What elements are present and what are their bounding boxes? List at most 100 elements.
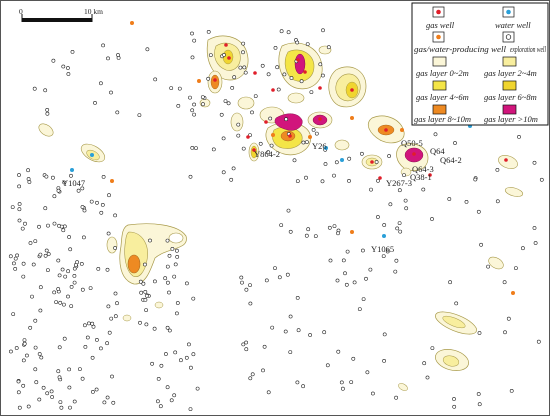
exploration-well-marker bbox=[184, 355, 189, 360]
gas-layer-contours bbox=[38, 35, 524, 391]
exploration-well-marker bbox=[347, 178, 351, 183]
exploration-well-marker bbox=[178, 358, 183, 363]
exploration-well-marker bbox=[266, 150, 271, 155]
legend-gas-4-6-label: gas layer 4~6m bbox=[416, 92, 469, 102]
exploration-well-marker bbox=[46, 223, 50, 228]
exploration-well-marker bbox=[58, 400, 63, 405]
exploration-well-marker bbox=[365, 370, 370, 375]
exploration-well-marker bbox=[8, 349, 13, 354]
legend-gas-2-4-label: gas layer 2~4m bbox=[484, 68, 537, 78]
exploration-well-marker bbox=[165, 385, 170, 390]
exploration-well-marker bbox=[248, 301, 253, 306]
exploration-well-marker bbox=[43, 88, 48, 93]
exploration-well-marker bbox=[295, 295, 300, 300]
exploration-well-marker bbox=[33, 239, 38, 244]
legend-gas-8-10-label: gas layer 8~10m bbox=[414, 114, 471, 124]
exploration-well-marker bbox=[284, 117, 289, 122]
exploration-well-marker bbox=[347, 156, 352, 161]
exploration-well-marker bbox=[190, 145, 195, 150]
legend-gas-gt10-swatch bbox=[502, 104, 517, 115]
exploration-well-marker bbox=[322, 330, 327, 335]
legend: gas well water well gas/water-producing … bbox=[411, 2, 549, 126]
exploration-well-marker bbox=[75, 260, 80, 265]
exploration-well-marker bbox=[304, 175, 308, 180]
legend-gas-0-2-swatch bbox=[432, 56, 447, 67]
exploration-well-marker bbox=[10, 205, 15, 210]
scale-bar: 0 10 km bbox=[19, 7, 103, 22]
exploration-well-marker bbox=[370, 391, 375, 396]
exploration-well-marker bbox=[241, 146, 246, 151]
exploration-well-marker bbox=[447, 197, 452, 201]
exploration-well-marker bbox=[26, 177, 31, 181]
exploration-well-marker bbox=[403, 198, 408, 203]
exploration-well-marker bbox=[163, 276, 168, 281]
exploration-well-marker bbox=[20, 226, 25, 231]
exploration-well-marker bbox=[43, 253, 48, 258]
exploration-well-marker bbox=[283, 329, 288, 334]
exploration-well-marker bbox=[56, 369, 61, 374]
exploration-well-marker bbox=[286, 208, 291, 213]
exploration-well-marker bbox=[88, 286, 93, 291]
exploration-well-marker bbox=[80, 376, 85, 381]
exploration-well-marker bbox=[336, 349, 341, 354]
exploration-well-marker bbox=[226, 101, 231, 106]
exploration-well-marker bbox=[242, 65, 247, 70]
exploration-well-marker bbox=[188, 365, 193, 370]
exploration-well-marker bbox=[402, 173, 406, 178]
exploration-well-marker bbox=[72, 280, 77, 285]
exploration-well-marker bbox=[175, 301, 180, 305]
exploration-well-marker bbox=[433, 132, 438, 137]
exploration-well-marker bbox=[37, 224, 41, 229]
well-label-y267-3: Y267-3 bbox=[386, 178, 412, 188]
exploration-well-marker bbox=[506, 316, 511, 321]
exploration-well-marker bbox=[248, 376, 253, 381]
exploration-well-marker bbox=[57, 375, 62, 380]
exploration-well-marker bbox=[66, 269, 71, 274]
exploration-well-marker bbox=[219, 112, 224, 117]
scale-start-label: 0 bbox=[19, 7, 23, 16]
exploration-well-marker bbox=[109, 316, 114, 321]
exploration-well-marker bbox=[285, 272, 290, 277]
exploration-well-marker bbox=[222, 53, 226, 57]
exploration-well-marker bbox=[200, 95, 205, 100]
exploration-well-marker bbox=[532, 160, 537, 165]
exploration-well-marker bbox=[454, 301, 459, 306]
exploration-well-marker bbox=[241, 342, 246, 347]
exploration-well-marker bbox=[336, 231, 340, 236]
exploration-well-marker bbox=[320, 179, 325, 184]
exploration-well-marker bbox=[368, 267, 373, 272]
exploration-well-marker bbox=[83, 323, 87, 328]
exploration-well-marker bbox=[72, 399, 77, 404]
exploration-well-marker bbox=[464, 199, 469, 204]
exploration-well-marker bbox=[90, 355, 95, 360]
exploration-well-marker bbox=[295, 40, 300, 45]
exploration-well-marker bbox=[288, 314, 293, 319]
exploration-well-marker bbox=[39, 355, 44, 360]
exploration-well-marker bbox=[250, 110, 254, 115]
exploration-well-marker bbox=[138, 279, 143, 284]
exploration-well-marker bbox=[359, 151, 364, 156]
exploration-well-marker bbox=[93, 101, 97, 105]
exploration-well-marker bbox=[395, 226, 400, 231]
exploration-well-marker bbox=[240, 280, 244, 285]
scale-bar-bar bbox=[22, 18, 92, 22]
exploration-well-marker bbox=[320, 73, 325, 78]
exploration-well-marker bbox=[321, 28, 325, 33]
water-well-marker bbox=[382, 234, 386, 238]
exploration-well-marker bbox=[152, 326, 157, 331]
exploration-well-marker bbox=[50, 395, 55, 399]
exploration-well-marker bbox=[21, 261, 26, 266]
exploration-well-marker bbox=[137, 113, 142, 118]
exploration-well-marker bbox=[41, 385, 46, 390]
gas-water-well-marker bbox=[110, 179, 114, 183]
exploration-well-marker bbox=[76, 188, 81, 193]
exploration-well-marker bbox=[397, 221, 402, 226]
exploration-well-marker bbox=[173, 350, 178, 355]
exploration-well-marker bbox=[22, 341, 27, 346]
exploration-well-marker bbox=[292, 158, 297, 163]
exploration-well-marker bbox=[60, 267, 65, 272]
exploration-well-marker bbox=[91, 324, 96, 329]
exploration-well-marker bbox=[184, 281, 189, 286]
exploration-well-marker bbox=[273, 266, 277, 271]
gas-well-marker bbox=[252, 148, 256, 152]
